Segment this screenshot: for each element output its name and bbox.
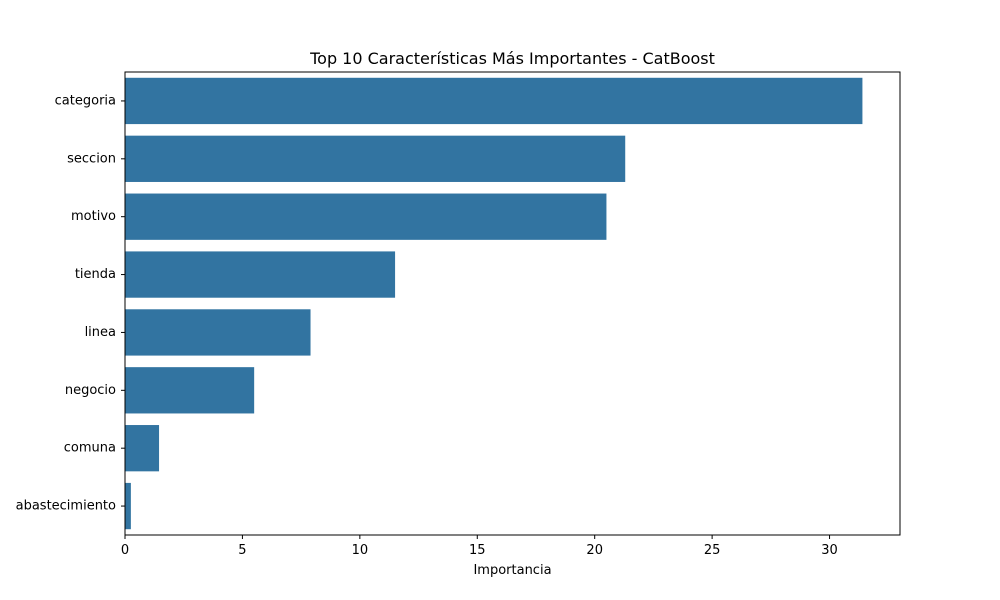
y-tick-label-comuna: comuna bbox=[64, 441, 116, 456]
bar-negocio bbox=[125, 367, 255, 414]
x-axis-label: Importancia bbox=[473, 563, 551, 578]
y-tick-label-categoria: categoria bbox=[55, 93, 116, 108]
bar-abastecimiento bbox=[125, 482, 131, 530]
y-tick-label-motivo: motivo bbox=[71, 209, 116, 224]
y-tick-label-negocio: negocio bbox=[65, 383, 116, 398]
plot-frame bbox=[124, 71, 901, 536]
y-axis-ticks: categoria seccion motivo tienda linea negocio… bbox=[16, 93, 125, 514]
bar-linea bbox=[125, 309, 311, 356]
x-tick-label-0: 0 bbox=[121, 543, 129, 558]
x-tick-label-25: 25 bbox=[704, 543, 721, 558]
bar-motivo bbox=[125, 193, 607, 240]
bars-layer bbox=[125, 77, 863, 530]
chart-title: Top 10 Características Más Importantes -… bbox=[309, 49, 715, 68]
x-tick-label-15: 15 bbox=[469, 543, 486, 558]
x-tick-label-20: 20 bbox=[586, 543, 603, 558]
y-tick-label-linea: linea bbox=[85, 325, 116, 340]
x-axis-ticks: 0 5 10 15 20 25 30 bbox=[121, 535, 838, 558]
bar-categoria bbox=[125, 77, 863, 125]
x-tick-label-10: 10 bbox=[352, 543, 369, 558]
bar-seccion bbox=[125, 135, 626, 182]
y-tick-label-abastecimiento: abastecimiento bbox=[16, 499, 116, 514]
y-tick-label-seccion: seccion bbox=[67, 151, 116, 166]
bar-tienda bbox=[125, 251, 396, 298]
x-tick-label-30: 30 bbox=[821, 543, 838, 558]
bar-comuna bbox=[125, 425, 160, 472]
y-tick-label-tienda: tienda bbox=[75, 267, 116, 282]
x-tick-label-5: 5 bbox=[238, 543, 246, 558]
